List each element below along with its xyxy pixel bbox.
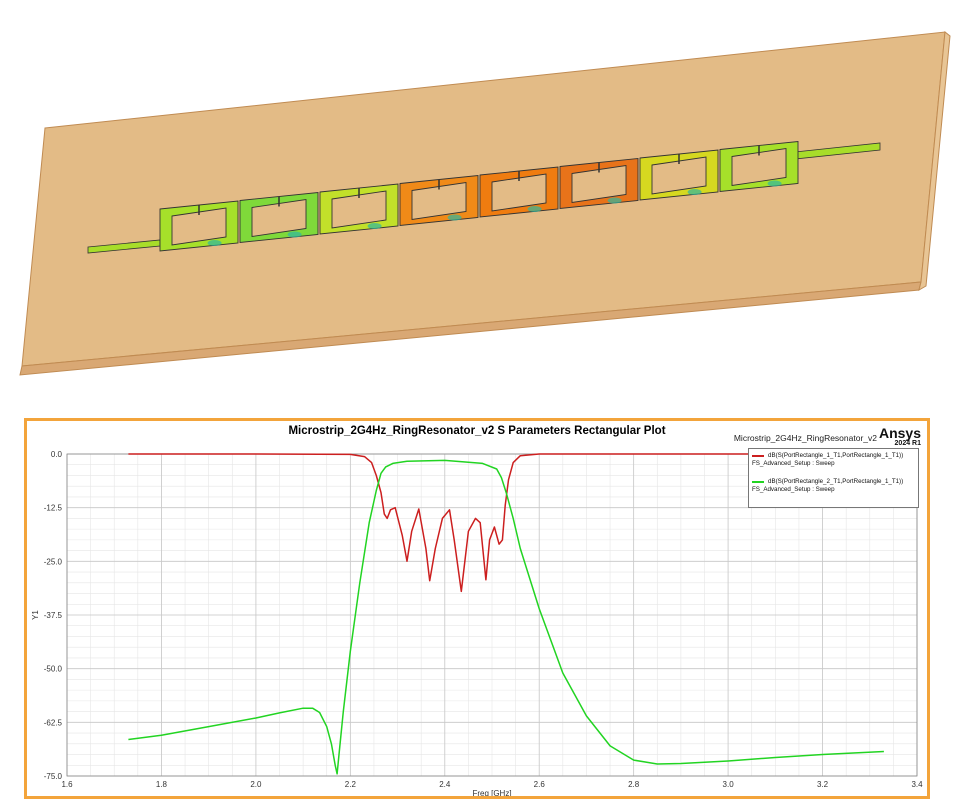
s-parameter-plot-panel[interactable]: Microstrip_2G4Hz_RingResonator_v2 S Para… [24, 418, 930, 799]
y-tick-label: -25.0 [44, 557, 63, 566]
x-tick-label: 2.4 [439, 780, 451, 789]
field-hotspot-4 [447, 214, 462, 221]
brand-version: 2024 R1 [894, 440, 921, 447]
x-tick-label: 1.6 [61, 780, 73, 789]
field-hotspot-5 [527, 206, 542, 212]
legend-label-s11: dB(S(PortRectangle_1_T1,PortRectangle_1_… [768, 452, 904, 459]
microstrip-circuit [87, 141, 881, 254]
substrate-side-face [918, 31, 951, 292]
x-tick-label: 2.6 [534, 780, 546, 789]
x-tick-label: 1.8 [156, 780, 168, 789]
ansys-logo: Ansys 2024 R1 [879, 426, 921, 447]
y-tick-label: -75.0 [44, 772, 63, 781]
ring-slot-6 [571, 164, 627, 204]
series-line-s21 [128, 459, 884, 775]
legend-sub-s21: FS_Advanced_Setup : Sweep [752, 486, 835, 493]
x-tick-label: 2.8 [628, 780, 640, 789]
x-tick-label: 3.2 [817, 780, 829, 789]
y-tick-label: -50.0 [44, 665, 63, 674]
x-tick-label: 3.0 [723, 780, 735, 789]
legend-swatch-s21 [752, 481, 764, 483]
x-tick-label: 2.0 [250, 780, 262, 789]
y-tick-label: -12.5 [44, 504, 63, 513]
model-3d-view[interactable] [0, 0, 955, 395]
y-tick-label: -37.5 [44, 611, 63, 620]
field-hotspot-8 [767, 180, 782, 187]
legend-sub-s11: FS_Advanced_Setup : Sweep [752, 460, 835, 467]
x-tick-label: 3.4 [911, 780, 923, 789]
field-hotspot-1 [207, 240, 222, 246]
ring-slot-4 [411, 181, 467, 221]
legend-label-s21: dB(S(PortRectangle_2_T1,PortRectangle_1_… [768, 478, 904, 485]
x-tick-label: 2.2 [345, 780, 357, 789]
y-tick-label: -62.5 [44, 718, 63, 727]
field-hotspot-2 [287, 231, 302, 238]
legend-swatch-s11 [752, 455, 764, 457]
plot-legend[interactable]: dB(S(PortRectangle_1_T1,PortRectangle_1_… [748, 448, 919, 508]
ring-slot-7 [651, 156, 707, 195]
ring-slot-2 [251, 198, 307, 238]
plot-title: Microstrip_2G4Hz_RingResonator_v2 S Para… [288, 425, 666, 437]
y-tick-label: 0.0 [51, 450, 63, 459]
ring-slot-3 [331, 190, 387, 229]
plot-axes-box [66, 453, 918, 777]
field-hotspot-7 [687, 189, 702, 195]
brand-name: Ansys [878, 425, 921, 441]
y-axis-label: Y1 [31, 610, 40, 620]
design-name-label: Microstrip_2G4Hz_RingResonator_v2 [733, 433, 877, 443]
series-line-s11 [128, 453, 884, 593]
field-hotspot-3 [367, 223, 382, 229]
ring-slot-5 [491, 173, 547, 212]
ring-slot-1 [171, 207, 227, 246]
ring-slot-8 [731, 147, 787, 187]
field-hotspot-6 [607, 197, 622, 204]
x-axis-label: Freq [GHz] [472, 789, 511, 796]
